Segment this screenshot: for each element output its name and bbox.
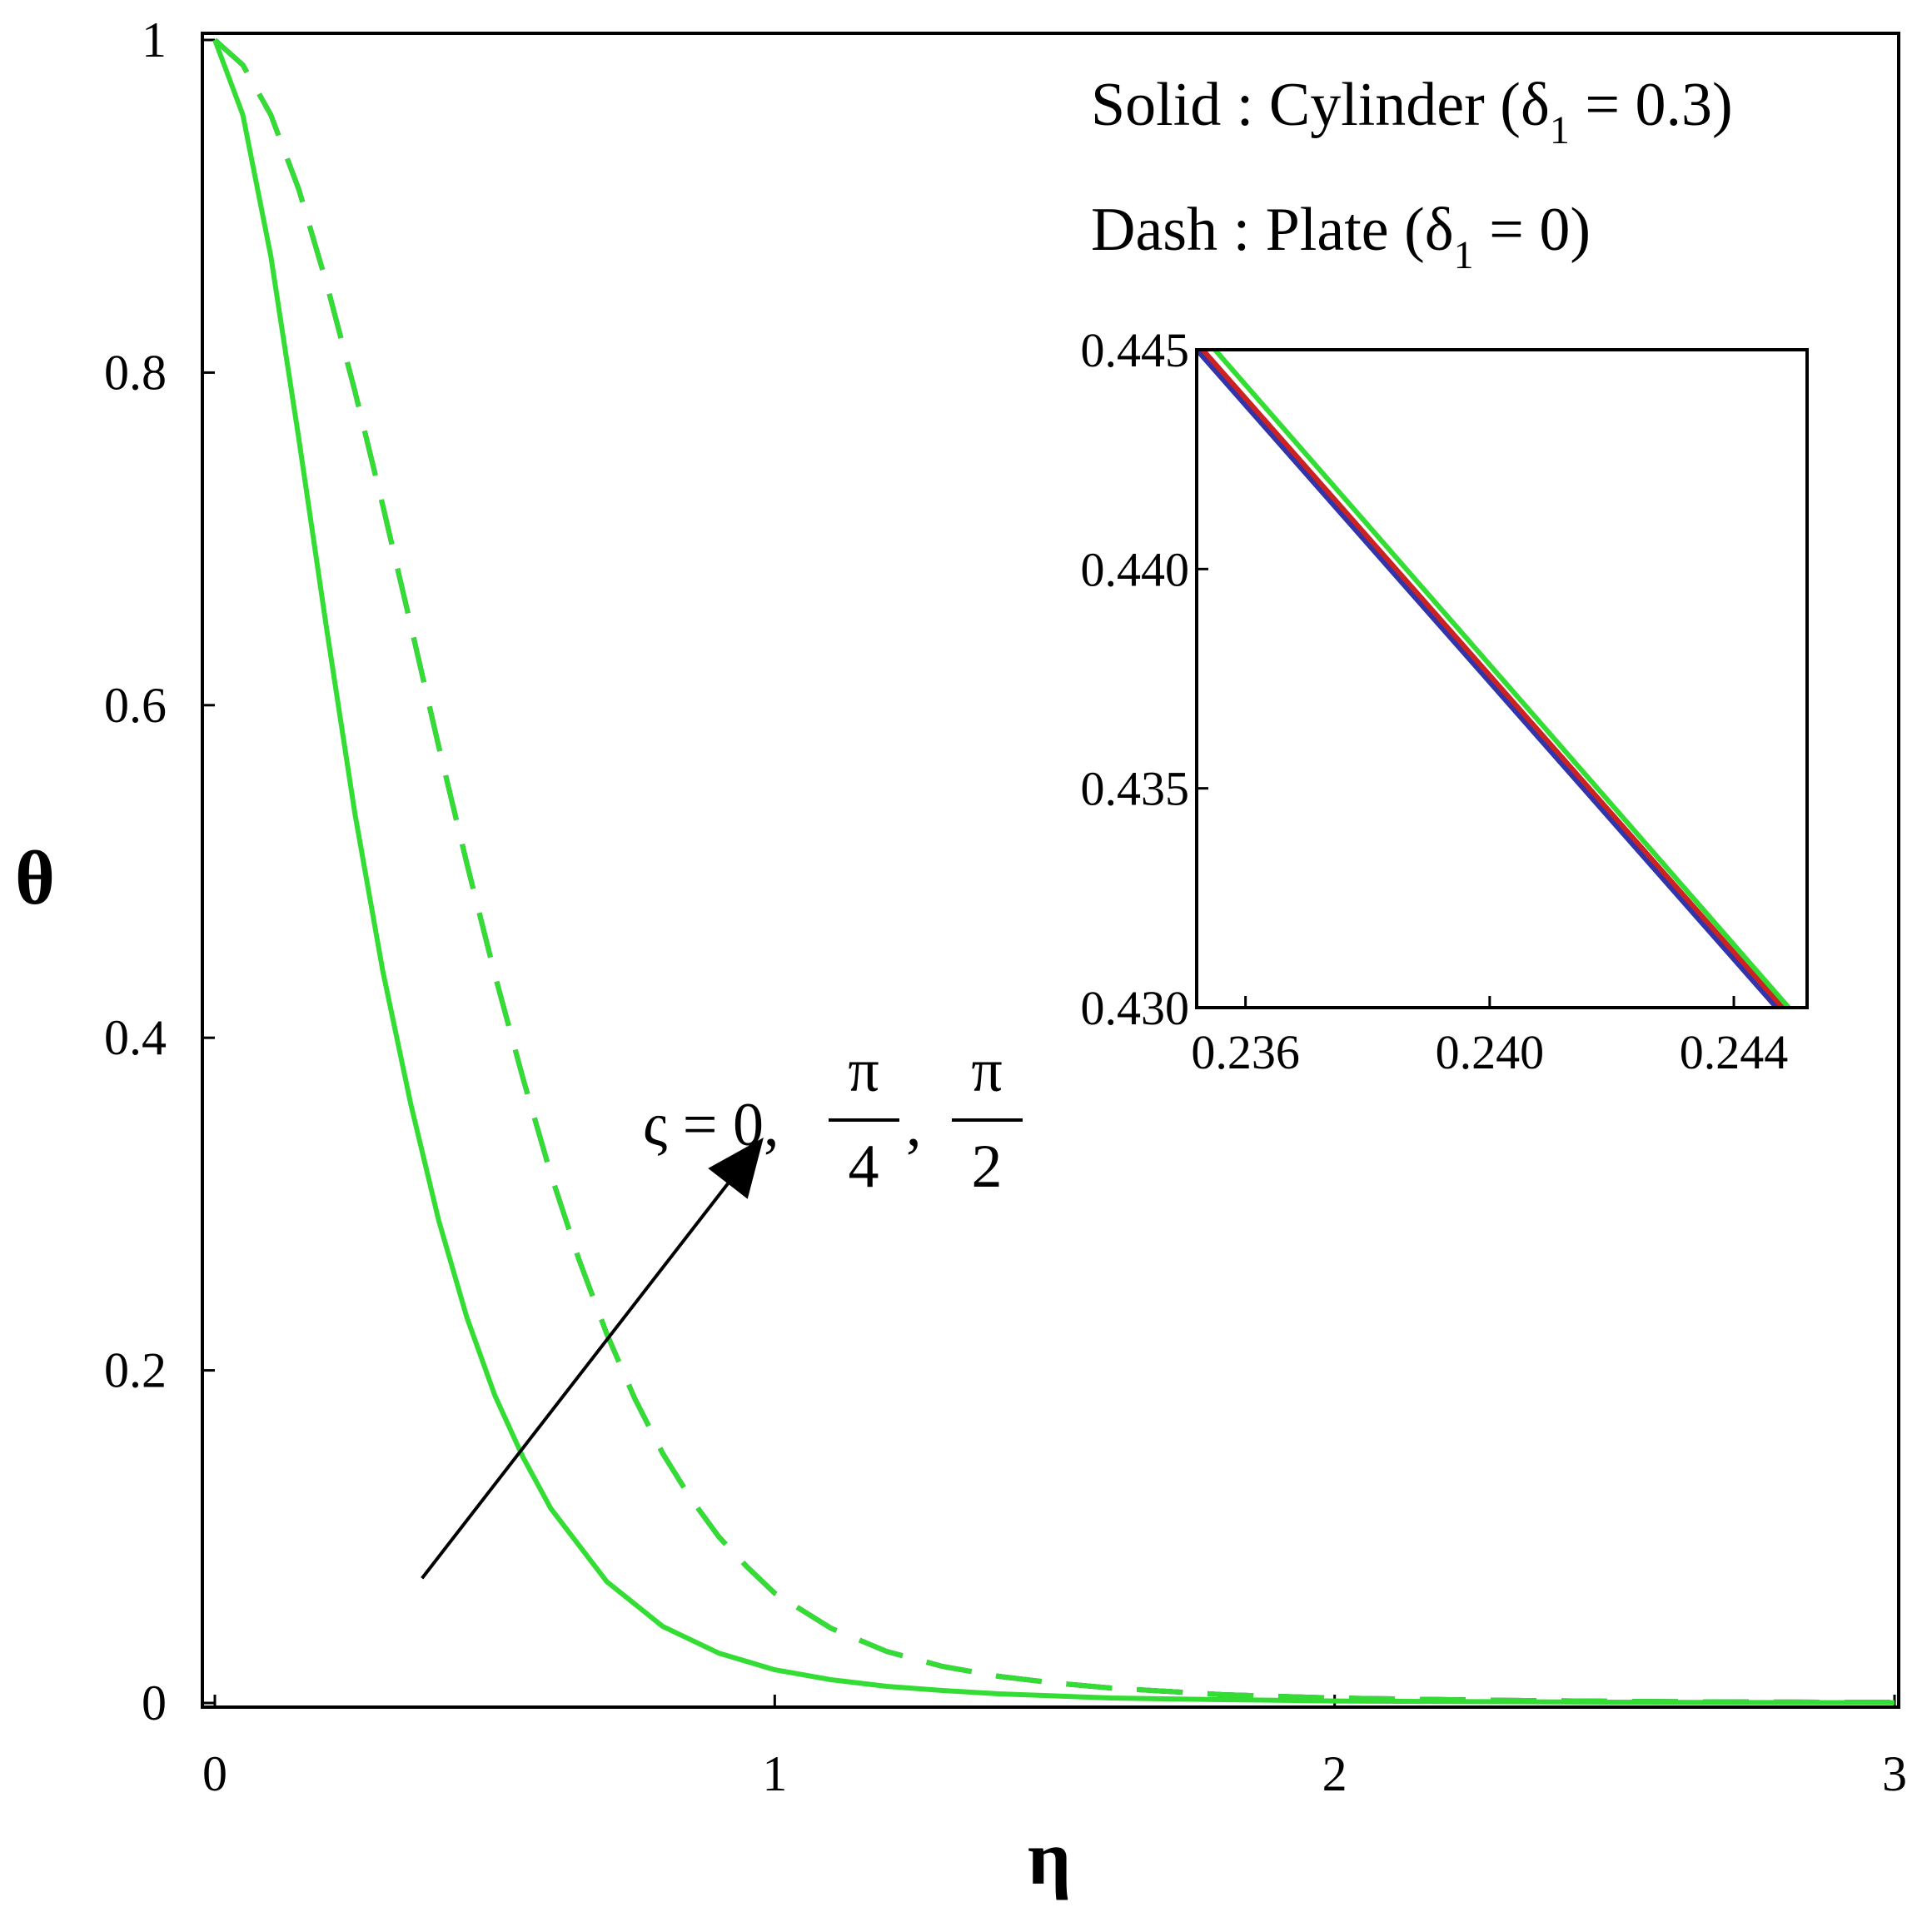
y-tick-label: 0.2 [104, 1343, 167, 1398]
x-tick-label: 0 [202, 1746, 227, 1801]
inset-ticks: 0.236 0.240 0.244 0.430 0.435 0.440 0.445 [1081, 323, 1789, 1079]
inset-series [1197, 350, 1791, 1008]
main-series [212, 37, 1895, 1705]
inset-y-tick-label: 0.435 [1081, 762, 1190, 816]
legend-entry-dashed-sub: 1 [1454, 233, 1474, 277]
legend-entry-solid-text: Solid : Cylinder (δ [1091, 71, 1550, 139]
inset-frame [1195, 348, 1809, 1009]
y-tick-label: 1 [142, 12, 167, 67]
arrow-shaft [421, 1183, 729, 1580]
inset-x-tick-label: 0.244 [1680, 1025, 1789, 1079]
y-tick-label: 0.8 [104, 345, 167, 400]
inset-series-line-0 [1197, 350, 1779, 1008]
legend-entry-solid-sub: 1 [1550, 108, 1570, 152]
inset-series-line-1 [1201, 350, 1785, 1008]
y-tick-label: 0 [142, 1676, 167, 1730]
legend-entry-dashed: Dash : Plate (δ1 = 0) [1091, 196, 1591, 277]
main-ticks: 0 1 2 3 0 0.2 0.4 0.6 0.8 1 [104, 12, 1907, 1801]
annotation-arrow [421, 1138, 764, 1580]
legend-entry-solid-tail: = 0.3) [1570, 71, 1733, 139]
legend-entry-dashed-tail: = 0) [1474, 196, 1591, 264]
annotation-frac1-den: 4 [849, 1133, 879, 1201]
annotation-frac2-num: π [971, 1037, 1002, 1105]
inset-x-tick-label: 0.240 [1436, 1025, 1545, 1079]
inset-series-line-2 [1212, 350, 1791, 1008]
annotation-separator: , [906, 1091, 922, 1159]
inset-x-tick-label: 0.236 [1191, 1025, 1300, 1079]
x-tick-label: 1 [762, 1746, 787, 1801]
y-tick-label: 0.6 [104, 678, 167, 733]
series-line-cylinder-solid-0 [212, 38, 1895, 1705]
inset-y-tick-label: 0.440 [1081, 542, 1190, 596]
annotation-frac2-den: 2 [972, 1133, 1003, 1201]
x-axis-title: η [1028, 1815, 1071, 1900]
parameter-annotation: ς = 0, π 4 , π 2 [643, 1037, 1023, 1201]
legend-entry-solid: Solid : Cylinder (δ1 = 0.3) [1091, 71, 1733, 152]
series-line-plate-dashed-3 [213, 37, 1895, 1705]
main-plot-frame [201, 32, 1900, 1709]
inset-y-tick-label: 0.445 [1081, 323, 1190, 377]
x-tick-label: 3 [1882, 1746, 1907, 1801]
x-tick-label: 2 [1322, 1746, 1347, 1801]
y-tick-label: 0.4 [104, 1010, 167, 1065]
inset-y-tick-label: 0.430 [1081, 981, 1190, 1035]
legend: Solid : Cylinder (δ1 = 0.3) Dash : Plate… [1091, 71, 1733, 277]
y-axis-title: θ [15, 835, 55, 920]
annotation-frac1-num: π [848, 1037, 879, 1105]
arrow-head [708, 1138, 764, 1199]
legend-entry-dashed-text: Dash : Plate (δ [1091, 196, 1454, 264]
